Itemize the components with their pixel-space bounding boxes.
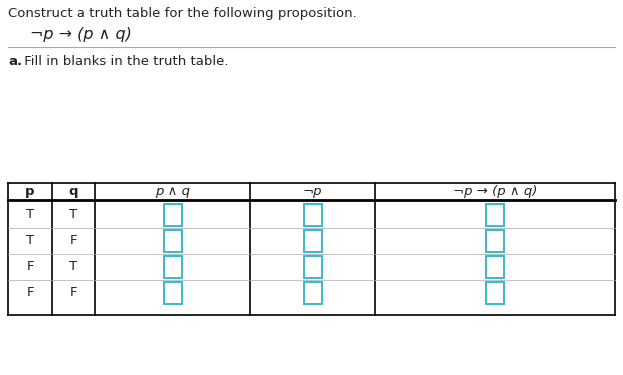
Text: ¬p: ¬p (303, 185, 322, 198)
Text: T: T (69, 261, 77, 273)
Text: p ∧ q: p ∧ q (155, 185, 190, 198)
Bar (303, 256, 321, 278)
Text: F: F (70, 234, 77, 248)
Text: T: T (26, 234, 34, 248)
Text: T: T (69, 209, 77, 222)
Bar (486, 282, 504, 304)
Bar (486, 230, 504, 252)
Bar (163, 230, 181, 252)
Text: Construct a truth table for the following proposition.: Construct a truth table for the followin… (8, 7, 357, 20)
Text: ¬p → (p ∧ q): ¬p → (p ∧ q) (30, 27, 132, 42)
Text: Fill in blanks in the truth table.: Fill in blanks in the truth table. (20, 55, 229, 68)
Text: F: F (26, 286, 34, 300)
Bar (303, 230, 321, 252)
Bar (163, 282, 181, 304)
Text: a.: a. (8, 55, 22, 68)
Bar (486, 256, 504, 278)
Bar (163, 256, 181, 278)
Bar (163, 204, 181, 226)
Bar (486, 204, 504, 226)
Text: q: q (69, 185, 78, 198)
Text: T: T (26, 209, 34, 222)
Text: F: F (70, 286, 77, 300)
Bar (303, 282, 321, 304)
Text: p: p (26, 185, 35, 198)
Text: ¬p → (p ∧ q): ¬p → (p ∧ q) (453, 185, 537, 198)
Text: F: F (26, 261, 34, 273)
Bar (303, 204, 321, 226)
